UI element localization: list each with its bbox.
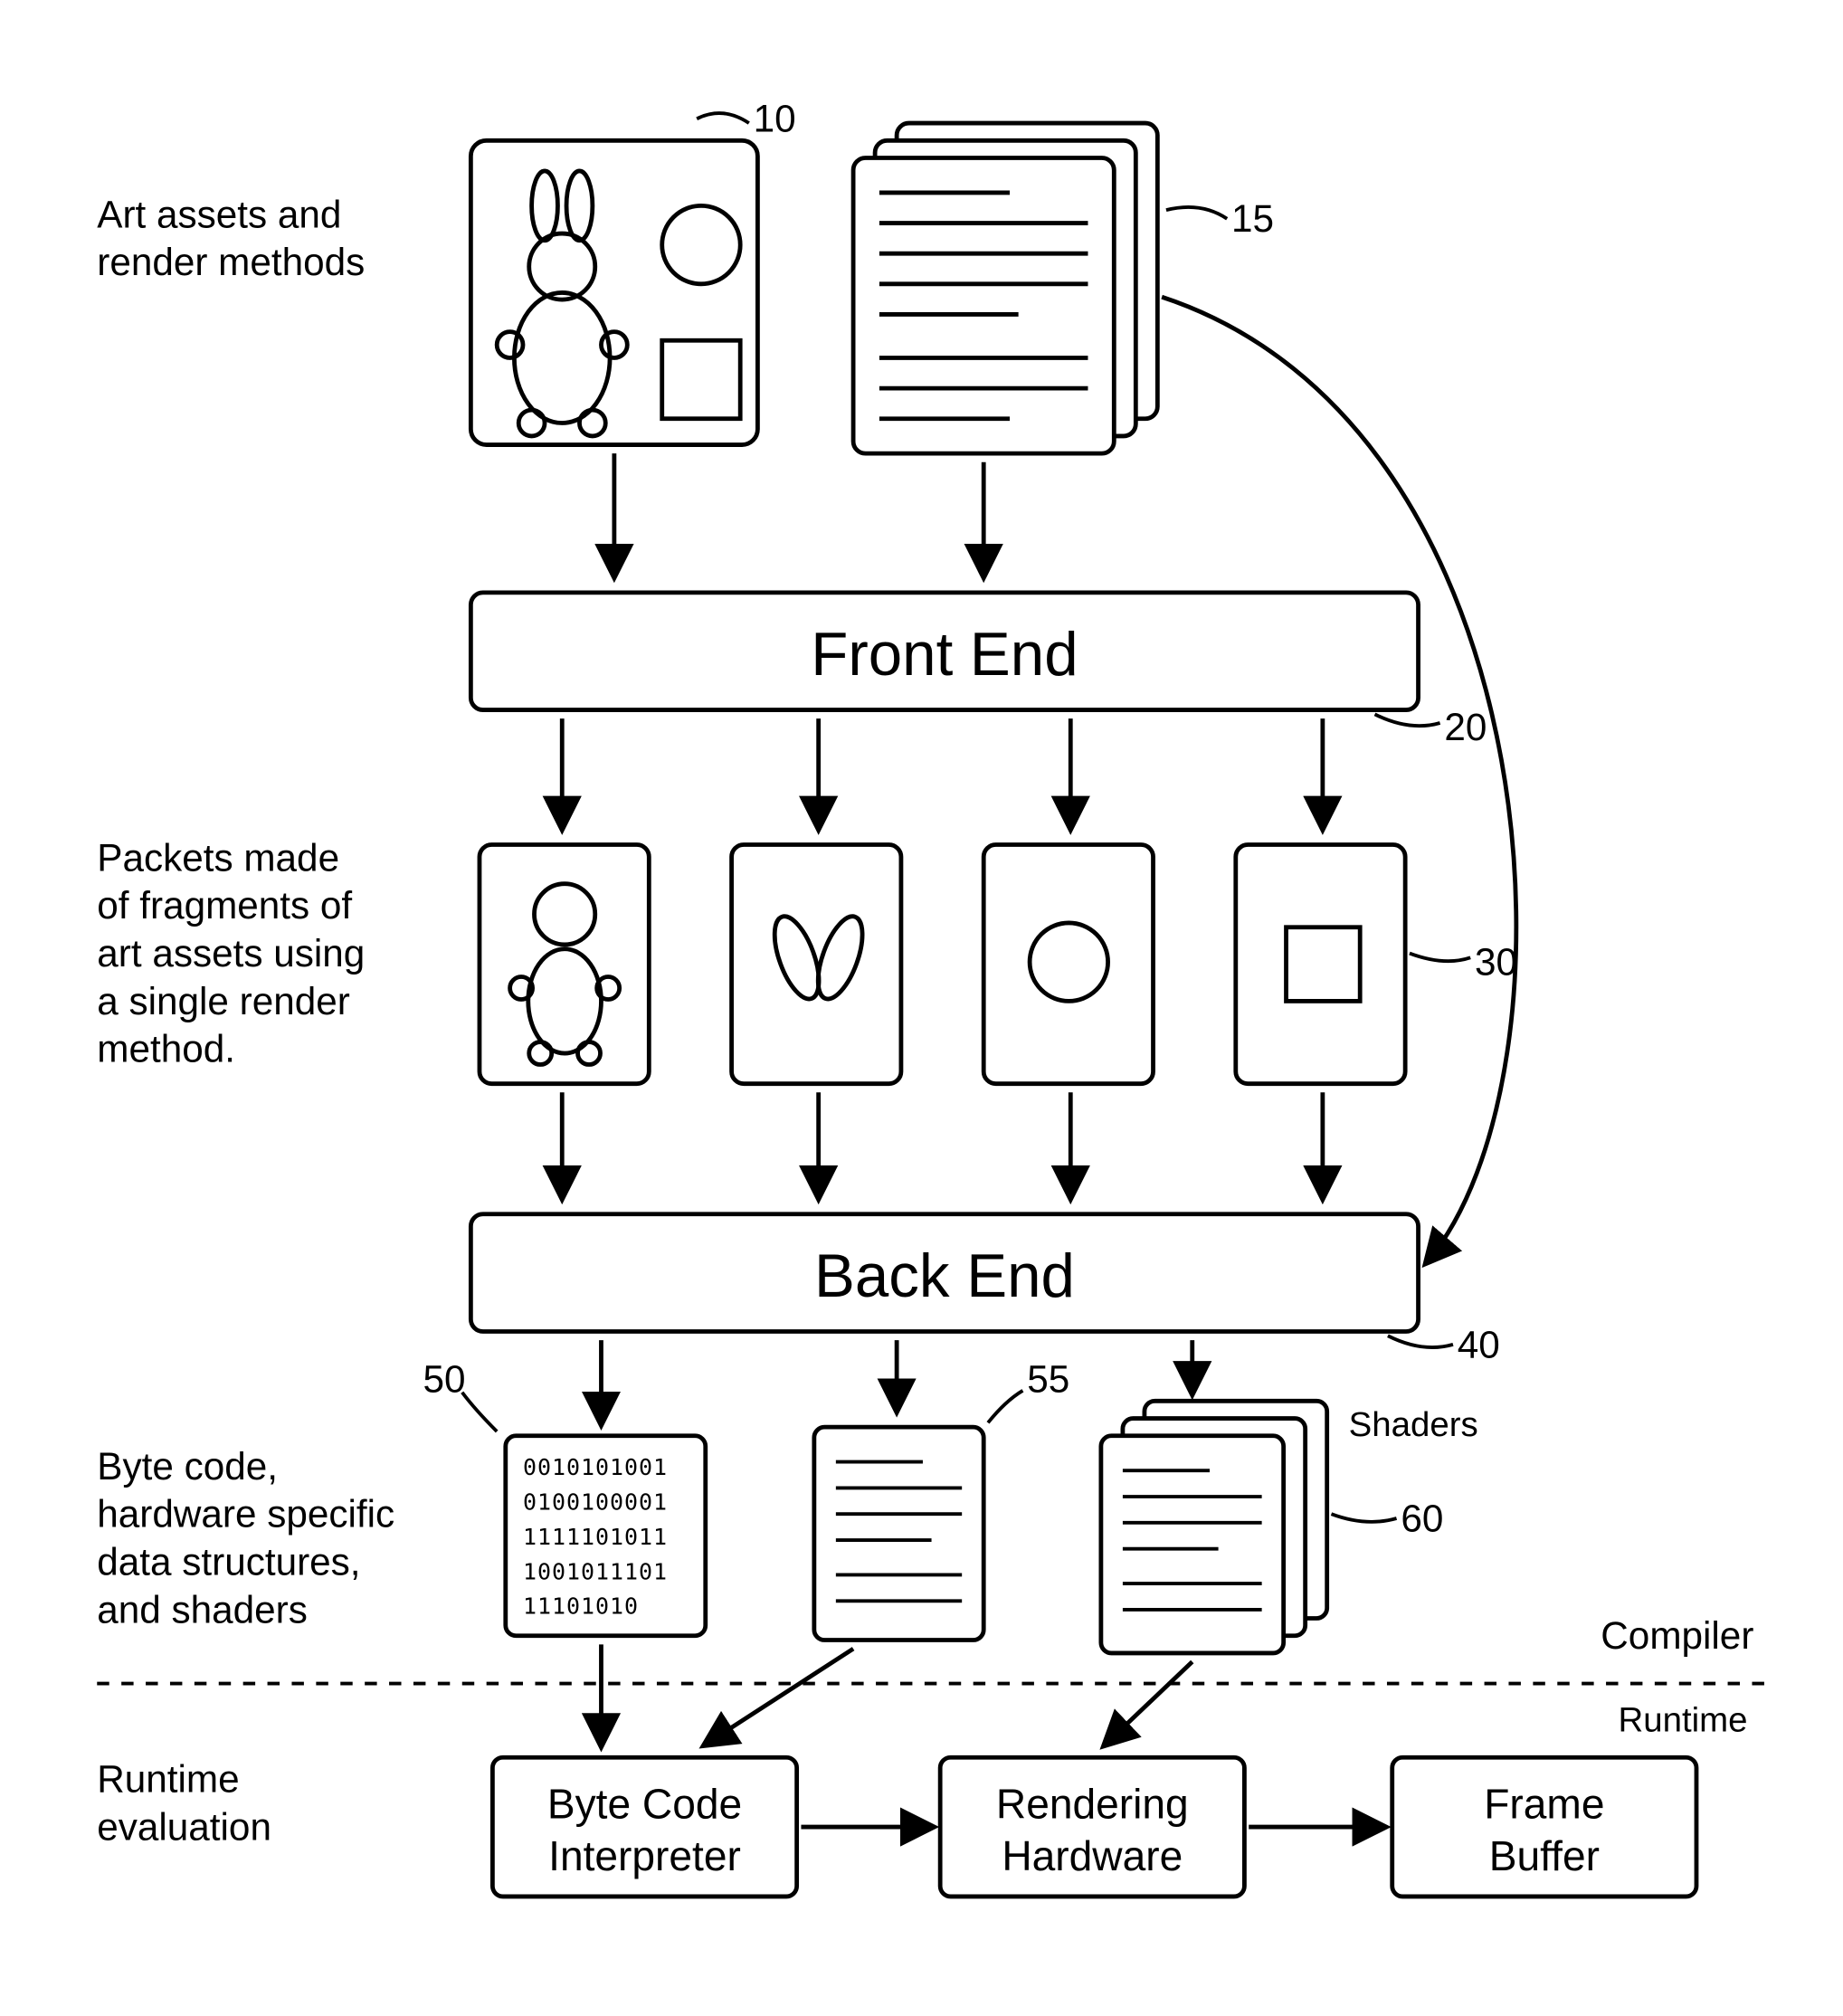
runtime-label: Runtime — [1619, 1700, 1748, 1739]
shaders-stack — [1101, 1401, 1327, 1653]
label-row2-line5: method. — [97, 1028, 235, 1070]
label-row2-line4: a single render — [97, 980, 350, 1022]
ref-15: 15 — [1231, 197, 1274, 240]
compiler-label: Compiler — [1601, 1614, 1753, 1657]
byte-interp-line1: Byte Code — [547, 1780, 742, 1827]
packet-circle — [983, 844, 1153, 1083]
framebuf-line2: Buffer — [1489, 1832, 1600, 1879]
packet-ears — [732, 844, 901, 1083]
label-row4-line2: evaluation — [97, 1805, 271, 1848]
label-row1-line2: render methods — [97, 241, 365, 283]
diagram-svg: Art assets and render methods 10 — [36, 36, 1807, 1973]
back-end-label: Back End — [814, 1242, 1075, 1310]
bytecode-line4: 1001011101 — [523, 1558, 668, 1584]
bytecode-line5: 11101010 — [523, 1593, 639, 1620]
packet-square — [1236, 844, 1405, 1083]
label-row2-line1: Packets made — [97, 836, 339, 879]
bytecode-line3: 1111101011 — [523, 1524, 668, 1550]
shaders-label: Shaders — [1349, 1405, 1478, 1444]
packet-body — [480, 844, 649, 1083]
datastruct-doc — [814, 1427, 983, 1640]
ref-60: 60 — [1401, 1497, 1443, 1539]
byte-interp-line2: Interpreter — [548, 1832, 741, 1879]
bytecode-line2: 0100100001 — [523, 1488, 668, 1515]
label-row2-line3: art assets using — [97, 932, 365, 975]
label-row4-line1: Runtime — [97, 1758, 239, 1801]
framebuf-line1: Frame — [1484, 1780, 1604, 1827]
ref-50: 50 — [423, 1358, 466, 1401]
ref-40: 40 — [1458, 1323, 1500, 1365]
label-row3-line4: and shaders — [97, 1588, 308, 1631]
label-row1-line1: Art assets and — [97, 193, 341, 235]
rendhw-line1: Rendering — [996, 1780, 1189, 1827]
ref-30: 30 — [1475, 941, 1517, 984]
ref-10: 10 — [754, 98, 796, 140]
label-row3-line1: Byte code, — [97, 1445, 278, 1488]
bypass-arrow — [1162, 297, 1516, 1261]
bytecode-line1: 0010101001 — [523, 1454, 668, 1480]
art-assets-box — [470, 140, 757, 444]
front-end-label: Front End — [811, 621, 1078, 689]
doc-stack-15 — [853, 123, 1157, 453]
label-row2-line2: of fragments of — [97, 884, 352, 927]
rendhw-line2: Hardware — [1002, 1832, 1183, 1879]
ref-20: 20 — [1444, 706, 1487, 748]
ref-55: 55 — [1027, 1358, 1069, 1401]
label-row3-line2: hardware specific — [97, 1493, 394, 1536]
label-row3-line3: data structures, — [97, 1540, 360, 1583]
